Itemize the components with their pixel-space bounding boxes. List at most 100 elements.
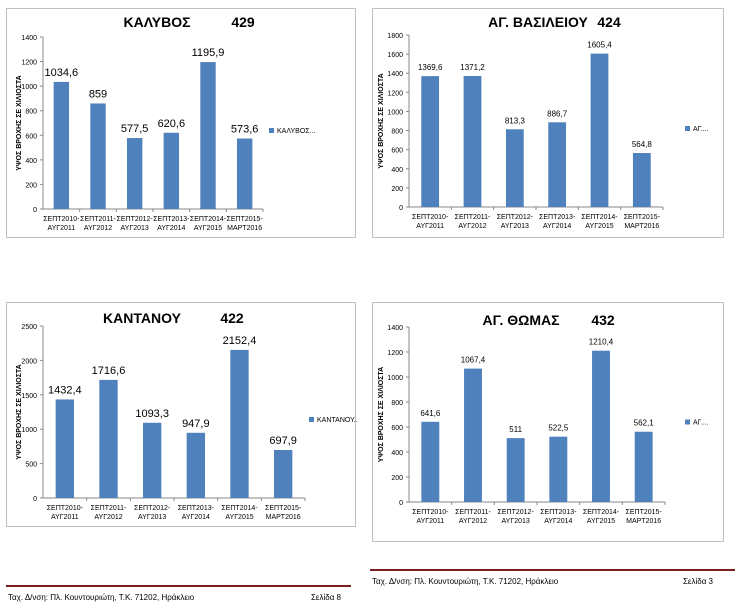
x-tick-label: ΣΕΠΤ2015-: [227, 216, 264, 223]
y-tick-label: 1800: [387, 33, 403, 40]
chart-kalyvos: ΚΑΛΥΒΟΣ 429 ΥΨΟΣ ΒΡΟΧΗΣ ΣΕ ΧΙΛΙΟΣΤΑ 0 200 400…: [6, 8, 356, 238]
y-tick-label: 800: [391, 129, 403, 136]
bar-value-label: 1371,2: [460, 63, 485, 72]
y-tick-label: 400: [391, 450, 403, 457]
bar-value-label: 1093,3: [135, 408, 169, 420]
y-tick-label: 1000: [21, 84, 37, 91]
bar: [99, 379, 118, 498]
legend-label: ΑΓ....: [693, 126, 709, 133]
y-tick-label: 400: [391, 167, 403, 174]
x-tick-label: ΣΕΠΤ2012-: [498, 509, 535, 516]
bar: [632, 153, 651, 207]
bar: [55, 399, 75, 498]
chart-station-code: 432: [591, 312, 615, 328]
y-tick-label: 1200: [387, 90, 403, 97]
legend-label: ΚΑΛΥΒΟΣ...: [277, 128, 315, 135]
y-tick-label: 2000: [21, 358, 37, 365]
y-tick-label: 600: [391, 425, 403, 432]
y-tick-label: 1000: [387, 109, 403, 116]
bar: [634, 431, 653, 502]
bar-value-label: 697,9: [269, 435, 297, 447]
chart-title: ΚΑΝΤΑΝΟΥ: [103, 310, 182, 326]
y-tick-label: 1400: [21, 35, 37, 42]
footer-address: Ταχ. Δ/νση: Πλ. Κουντουριώτη, Τ.Κ. 71202…: [8, 593, 195, 602]
bar-value-label: 641,6: [420, 409, 441, 418]
chart-title: ΚΑΛΥΒΟΣ: [123, 14, 190, 30]
bar: [549, 436, 568, 502]
bar: [464, 368, 482, 502]
y-tick-label: 1400: [387, 71, 403, 78]
x-tick-label: ΣΕΠΤ2011-: [91, 505, 127, 512]
x-tick-label: ΣΕΠΤ2014-: [581, 214, 618, 221]
x-tick-label: ΜΑΡΤ2016: [624, 223, 659, 230]
chart-ag-vasileiou-svg: ΑΓ. ΒΑΣΙΛΕΙΟΥ 424 ΥΨΟΣ ΒΡΟΧΗΣ ΣΕ ΧΙΛΙΟΣΤΑ 0…: [378, 14, 709, 230]
chart-kantanou: ΚΑΝΤΑΝΟΥ 422 ΥΨΟΣ ΒΡΟΧΗΣ ΣΕ ΧΙΛΙΟΣΤΑ 0 500 10…: [6, 302, 357, 527]
chart-ag-thomas-svg: ΑΓ. ΘΩΜΑΣ 432 ΥΨΟΣ ΒΡΟΧΗΣ ΣΕ ΧΙΛΙΟΣΤΑ 0 200 4…: [378, 312, 709, 525]
y-tick-label: 500: [25, 462, 37, 469]
bar-value-label: 577,5: [121, 123, 149, 135]
x-tick-label: ΑΥΓ2013: [121, 225, 149, 232]
x-tick-label: ΑΥΓ2015: [585, 223, 613, 230]
x-tick-label: ΣΕΠΤ2013-: [153, 216, 190, 223]
x-tick-label: ΣΕΠΤ2012-: [117, 216, 154, 223]
bar-value-label: 511: [509, 425, 522, 434]
x-tick-label: ΜΑΡΤ2016: [266, 514, 301, 521]
y-axis-label: ΥΨΟΣ ΒΡΟΧΗΣ ΣΕ ΧΙΛΙΟΣΤΑ: [16, 75, 23, 170]
x-tick-label: ΜΑΡΤ2016: [626, 518, 661, 525]
bar-value-label: 1210,4: [589, 338, 614, 347]
y-tick-label: 0: [399, 205, 403, 212]
bar-value-label: 1369,6: [418, 63, 443, 72]
x-tick-label: ΣΕΠΤ2015-: [626, 509, 663, 516]
footer-address: Ταχ. Δ/νση: Πλ. Κουντουριώτη, Τ.Κ. 71202…: [372, 577, 559, 586]
y-tick-label: 200: [25, 182, 37, 189]
x-tick-label: ΣΕΠΤ2013-: [540, 509, 577, 516]
y-axis-label: ΥΨΟΣ ΒΡΟΧΗΣ ΣΕ ΧΙΛΙΟΣΤΑ: [16, 364, 23, 459]
bar: [421, 76, 440, 208]
bar-value-label: 1605,4: [587, 41, 612, 50]
y-tick-label: 200: [391, 475, 403, 482]
y-tick-label: 0: [399, 500, 403, 507]
footer-page-number: Σελίδα 3: [682, 577, 713, 586]
y-tick-label: 200: [391, 186, 403, 193]
x-tick-label: ΣΕΠΤ2011-: [455, 509, 491, 516]
x-tick-label: ΣΕΠΤ2015-: [624, 214, 661, 221]
x-tick-label: ΣΕΠΤ2011-: [455, 214, 491, 221]
chart-station-code: 422: [220, 310, 244, 326]
y-tick-label: 0: [33, 496, 37, 503]
footer-left: Ταχ. Δ/νση: Πλ. Κουντουριώτη, Τ.Κ. 71202…: [6, 585, 351, 613]
bar: [230, 349, 249, 498]
bar: [53, 81, 70, 209]
y-tick-label: 800: [25, 109, 37, 116]
x-tick-label: ΜΑΡΤ2016: [227, 225, 262, 232]
legend-label: ΚΑΝΤΑΝΟΥ...: [317, 417, 357, 424]
x-tick-label: ΑΥΓ2013: [138, 514, 166, 521]
x-tick-label: ΣΕΠΤ2014-: [221, 505, 258, 512]
x-tick-label: ΑΥΓ2015: [587, 518, 615, 525]
y-tick-label: 600: [391, 148, 403, 155]
x-tick-label: ΑΥΓ2012: [84, 225, 112, 232]
x-tick-label: ΣΕΠΤ2010-: [47, 505, 84, 512]
bar: [592, 350, 610, 502]
chart-kalyvos-svg: ΚΑΛΥΒΟΣ 429 ΥΨΟΣ ΒΡΟΧΗΣ ΣΕ ΧΙΛΙΟΣΤΑ 0 200 400…: [16, 14, 315, 232]
chart-station-code: 429: [231, 14, 255, 30]
bar-value-label: 1195,9: [192, 47, 225, 59]
chart-title: ΑΓ. ΘΩΜΑΣ: [482, 312, 559, 328]
bar: [126, 138, 143, 209]
x-tick-label: ΑΥΓ2011: [47, 225, 75, 232]
bar: [505, 129, 524, 207]
bar-value-label: 562,1: [634, 419, 655, 428]
x-tick-label: ΣΕΠΤ2010-: [43, 216, 80, 223]
legend-label: ΑΓ....: [693, 420, 709, 427]
x-tick-label: ΣΕΠΤ2013-: [178, 505, 215, 512]
bar: [421, 421, 440, 502]
y-tick-label: 800: [391, 400, 403, 407]
bar-value-label: 564,8: [632, 140, 653, 149]
x-tick-label: ΑΥΓ2012: [459, 518, 487, 525]
y-tick-label: 1000: [387, 375, 403, 382]
bar-value-label: 1067,4: [461, 356, 486, 365]
x-tick-label: ΣΕΠΤ2010-: [412, 214, 449, 221]
bar: [186, 432, 206, 498]
bar-value-label: 2152,4: [223, 335, 257, 347]
x-tick-label: ΣΕΠΤ2010-: [412, 509, 449, 516]
bar: [463, 75, 482, 208]
